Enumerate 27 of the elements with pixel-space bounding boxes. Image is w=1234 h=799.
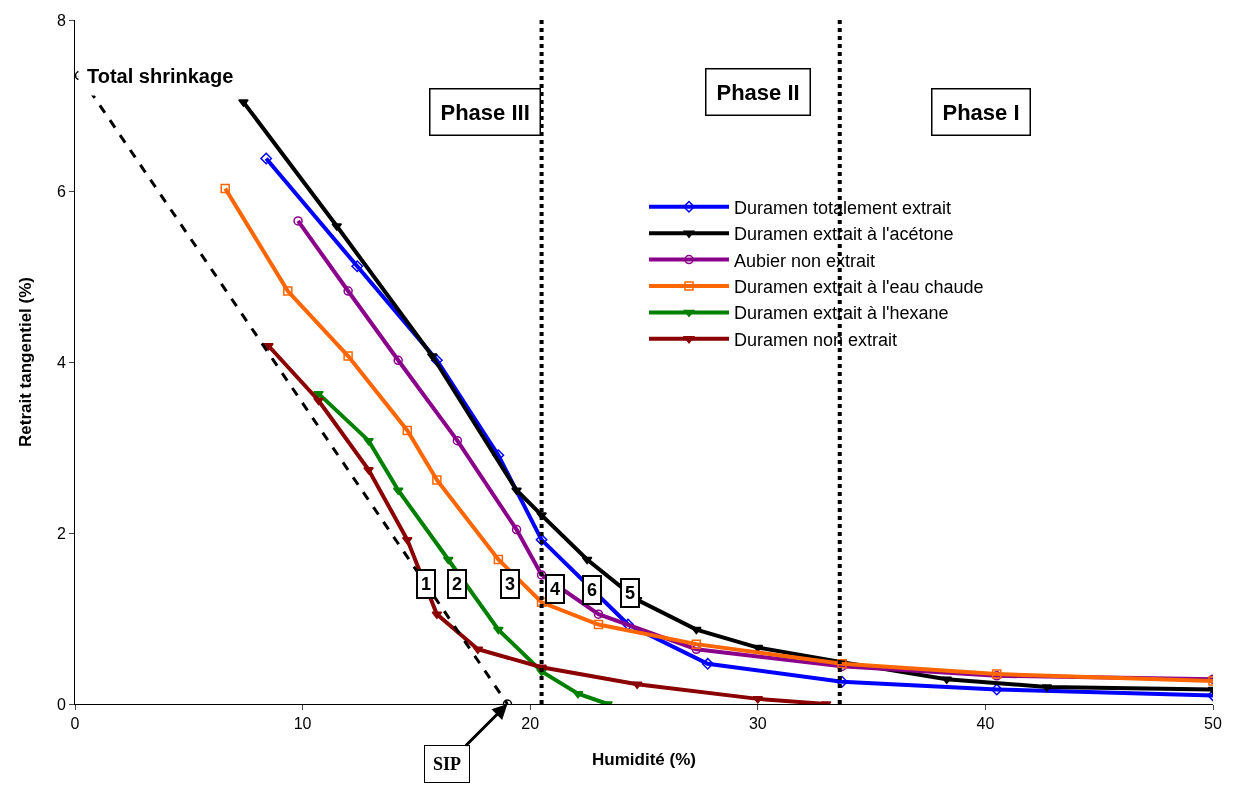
annotation: 6 <box>587 580 598 600</box>
x-tick-label: 10 <box>293 715 312 733</box>
legend-label: Aubier non extrait <box>734 250 876 271</box>
x-axis-title: Humidité (%) <box>592 750 696 769</box>
y-tick-label: 8 <box>56 11 66 29</box>
annotation: Phase III <box>440 99 530 125</box>
annotation: Total shrinkage <box>87 65 234 87</box>
annotation: Phase I <box>942 99 1020 125</box>
annotation: Phase II <box>716 79 800 105</box>
annotation: 5 <box>625 583 636 603</box>
legend-label: Duramen non extrait <box>734 329 898 350</box>
annotation: 2 <box>452 574 463 594</box>
annotation: 4 <box>550 579 561 599</box>
x-tick-label: 0 <box>70 715 80 733</box>
y-axis-title: Retrait tangentiel (%) <box>16 276 35 448</box>
x-tick-label: 50 <box>1204 715 1222 733</box>
x-tick-label: 40 <box>976 715 995 733</box>
x-tick-label: 30 <box>748 715 767 733</box>
y-tick-label: 6 <box>56 182 66 200</box>
annotation: 3 <box>505 574 516 594</box>
annotation: SIP <box>433 754 462 774</box>
y-tick-label: 2 <box>56 524 66 542</box>
annotation: 1 <box>421 574 432 594</box>
y-tick-label: 0 <box>56 695 66 713</box>
y-tick-label: 4 <box>56 353 66 371</box>
x-tick-label: 20 <box>521 715 540 733</box>
legend-label: Duramen totalement extrait <box>734 197 952 218</box>
